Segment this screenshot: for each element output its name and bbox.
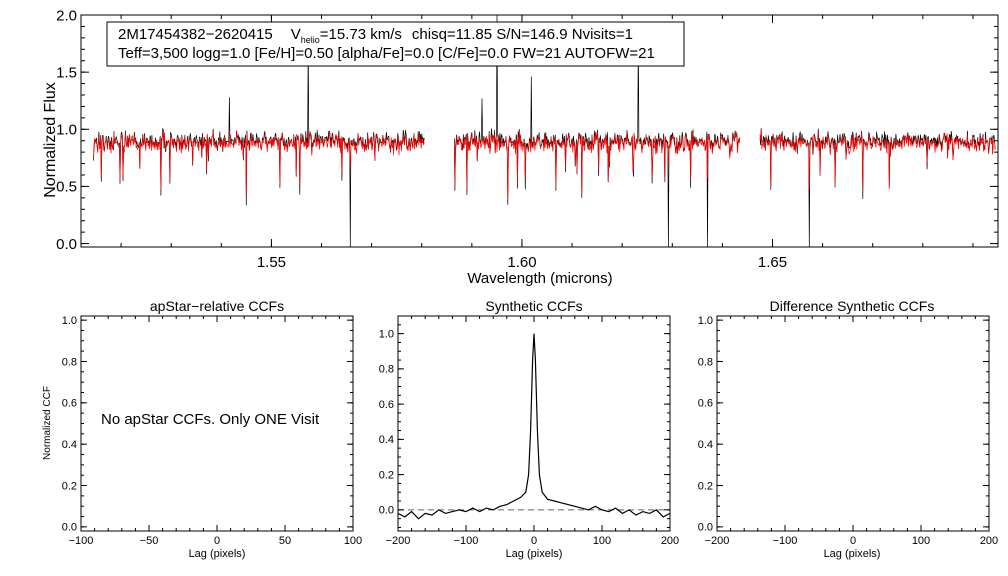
synthetic-ccf-x-axis-label: Lag (pixels)	[506, 548, 563, 560]
y-tick-label: 0.4	[698, 439, 713, 451]
x-tick-label: 200	[980, 535, 998, 547]
x-tick-label: 1.65	[758, 254, 787, 271]
x-tick-label: 0	[531, 535, 537, 547]
x-tick-label: 1.55	[257, 254, 286, 271]
info-box-frame	[106, 21, 685, 67]
apstar-ccf-message: No apStar CCFs. Only ONE Visit	[101, 411, 320, 428]
x-tick-label: −200	[705, 535, 730, 547]
apstar-ccf-y-axis-label: Normalized CCF	[42, 386, 53, 460]
spectrum-x-axis-label: Wavelength (microns)	[467, 270, 612, 287]
y-tick-label: 1.0	[698, 315, 713, 327]
x-tick-label: 100	[912, 535, 930, 547]
spectrum-ticks: 1.55 1.60 1.65 0.0 0.5 1.0 1.5 2.0	[56, 7, 998, 271]
spectrum-y-axis-label: Normalized Flux	[42, 82, 59, 198]
y-tick-label: 1.0	[56, 122, 77, 139]
x-tick-label: 0	[214, 535, 220, 547]
x-tick-label: 100	[344, 535, 362, 547]
x-tick-label: −100	[69, 535, 94, 547]
difference-ccf-title: Difference Synthetic CCFs	[770, 298, 935, 314]
y-tick-label: 0.8	[62, 356, 77, 368]
x-tick-label: 50	[279, 535, 291, 547]
y-tick-label: 1.0	[379, 328, 394, 340]
y-tick-label: 0.8	[379, 364, 394, 376]
x-tick-label: −200	[386, 535, 411, 547]
model-spectrum-trace	[93, 130, 425, 195]
x-tick-label: 200	[661, 535, 679, 547]
synthetic-ccf-title: Synthetic CCFs	[485, 298, 582, 314]
y-tick-label: 0.2	[698, 480, 713, 492]
y-tick-label: 0.0	[698, 522, 713, 534]
info-v-value: =15.73 km/s	[320, 26, 402, 43]
info-v-prefix: V	[291, 26, 301, 43]
y-tick-label: 1.0	[62, 315, 77, 327]
x-tick-label: −100	[773, 535, 798, 547]
x-tick-label: −50	[140, 535, 159, 547]
info-star-id: 2M17454382−2620415	[118, 26, 273, 43]
observed-spectrum-trace	[759, 128, 996, 248]
apstar-ccf-panel: apStar−relative CCFs −100 −50 0 50 100 0.0 0.2…	[42, 298, 362, 560]
apstar-ccf-title: apStar−relative CCFs	[150, 298, 284, 314]
x-tick-label: −100	[454, 535, 479, 547]
synthetic-ccf-trace	[397, 333, 671, 520]
spectrum-plot-frame	[80, 14, 999, 248]
y-tick-label: 0.6	[62, 398, 77, 410]
apstar-ccf-ticks: −100 −50 0 50 100 0.0 0.2 0.4 0.6 0.8 1.0	[62, 315, 362, 547]
info-rest-line-1: chisq=11.85 S/N=146.9 Nvisits=1	[412, 26, 633, 43]
difference-ccf-frame	[716, 315, 990, 532]
difference-ccf-panel: Difference Synthetic CCFs −200 −100 0 100 20…	[698, 298, 998, 560]
spectrum-data	[93, 14, 996, 248]
info-v-subscript: helio	[301, 35, 320, 45]
x-tick-label: 0	[850, 535, 856, 547]
y-tick-label: 0.2	[62, 480, 77, 492]
y-tick-label: 0.8	[698, 356, 713, 368]
x-tick-label: 1.60	[507, 254, 536, 271]
y-tick-label: 0.2	[379, 469, 394, 481]
synthetic-ccf-data	[397, 333, 671, 520]
difference-ccf-ticks: −200 −100 0 100 200 0.0 0.2 0.4 0.6 0.8 1.0	[698, 315, 998, 547]
spectrum-panel: 1.55 1.60 1.65 0.0 0.5 1.0 1.5 2.0 Normalized F…	[42, 7, 999, 287]
y-tick-label: 0.5	[56, 179, 77, 196]
x-tick-label: 100	[593, 535, 611, 547]
apstar-ccf-x-axis-label: Lag (pixels)	[189, 548, 246, 560]
model-spectrum-trace	[759, 127, 996, 191]
y-tick-label: 1.5	[56, 64, 77, 81]
spectrum-info-box: 2M17454382−2620415 Vhelio=15.73 km/s chisq…	[106, 21, 685, 67]
y-tick-label: 2.0	[56, 7, 77, 24]
synthetic-ccf-panel: Synthetic CCFs −200 −100 0 100 200 0.0 0.2 0.4 0…	[379, 298, 679, 560]
y-tick-label: 0.0	[62, 522, 77, 534]
y-tick-label: 0.6	[379, 399, 394, 411]
difference-ccf-x-axis-label: Lag (pixels)	[824, 548, 881, 560]
y-tick-label: 0.6	[698, 398, 713, 410]
synthetic-ccf-frame	[397, 315, 671, 532]
synthetic-ccf-ticks: −200 −100 0 100 200 0.0 0.2 0.4 0.6 0.8 1.0	[379, 315, 679, 547]
info-line-1: 2M17454382−2620415 Vhelio=15.73 km/s chisq…	[118, 26, 633, 45]
y-tick-label: 0.0	[379, 505, 394, 517]
y-tick-label: 0.4	[379, 434, 394, 446]
y-tick-label: 0.4	[62, 439, 77, 451]
info-line-2: Teff=3,500 logg=1.0 [Fe/H]=0.50 [alpha/F…	[118, 45, 655, 62]
model-spectrum-trace	[453, 130, 741, 200]
y-tick-label: 0.0	[56, 236, 77, 253]
